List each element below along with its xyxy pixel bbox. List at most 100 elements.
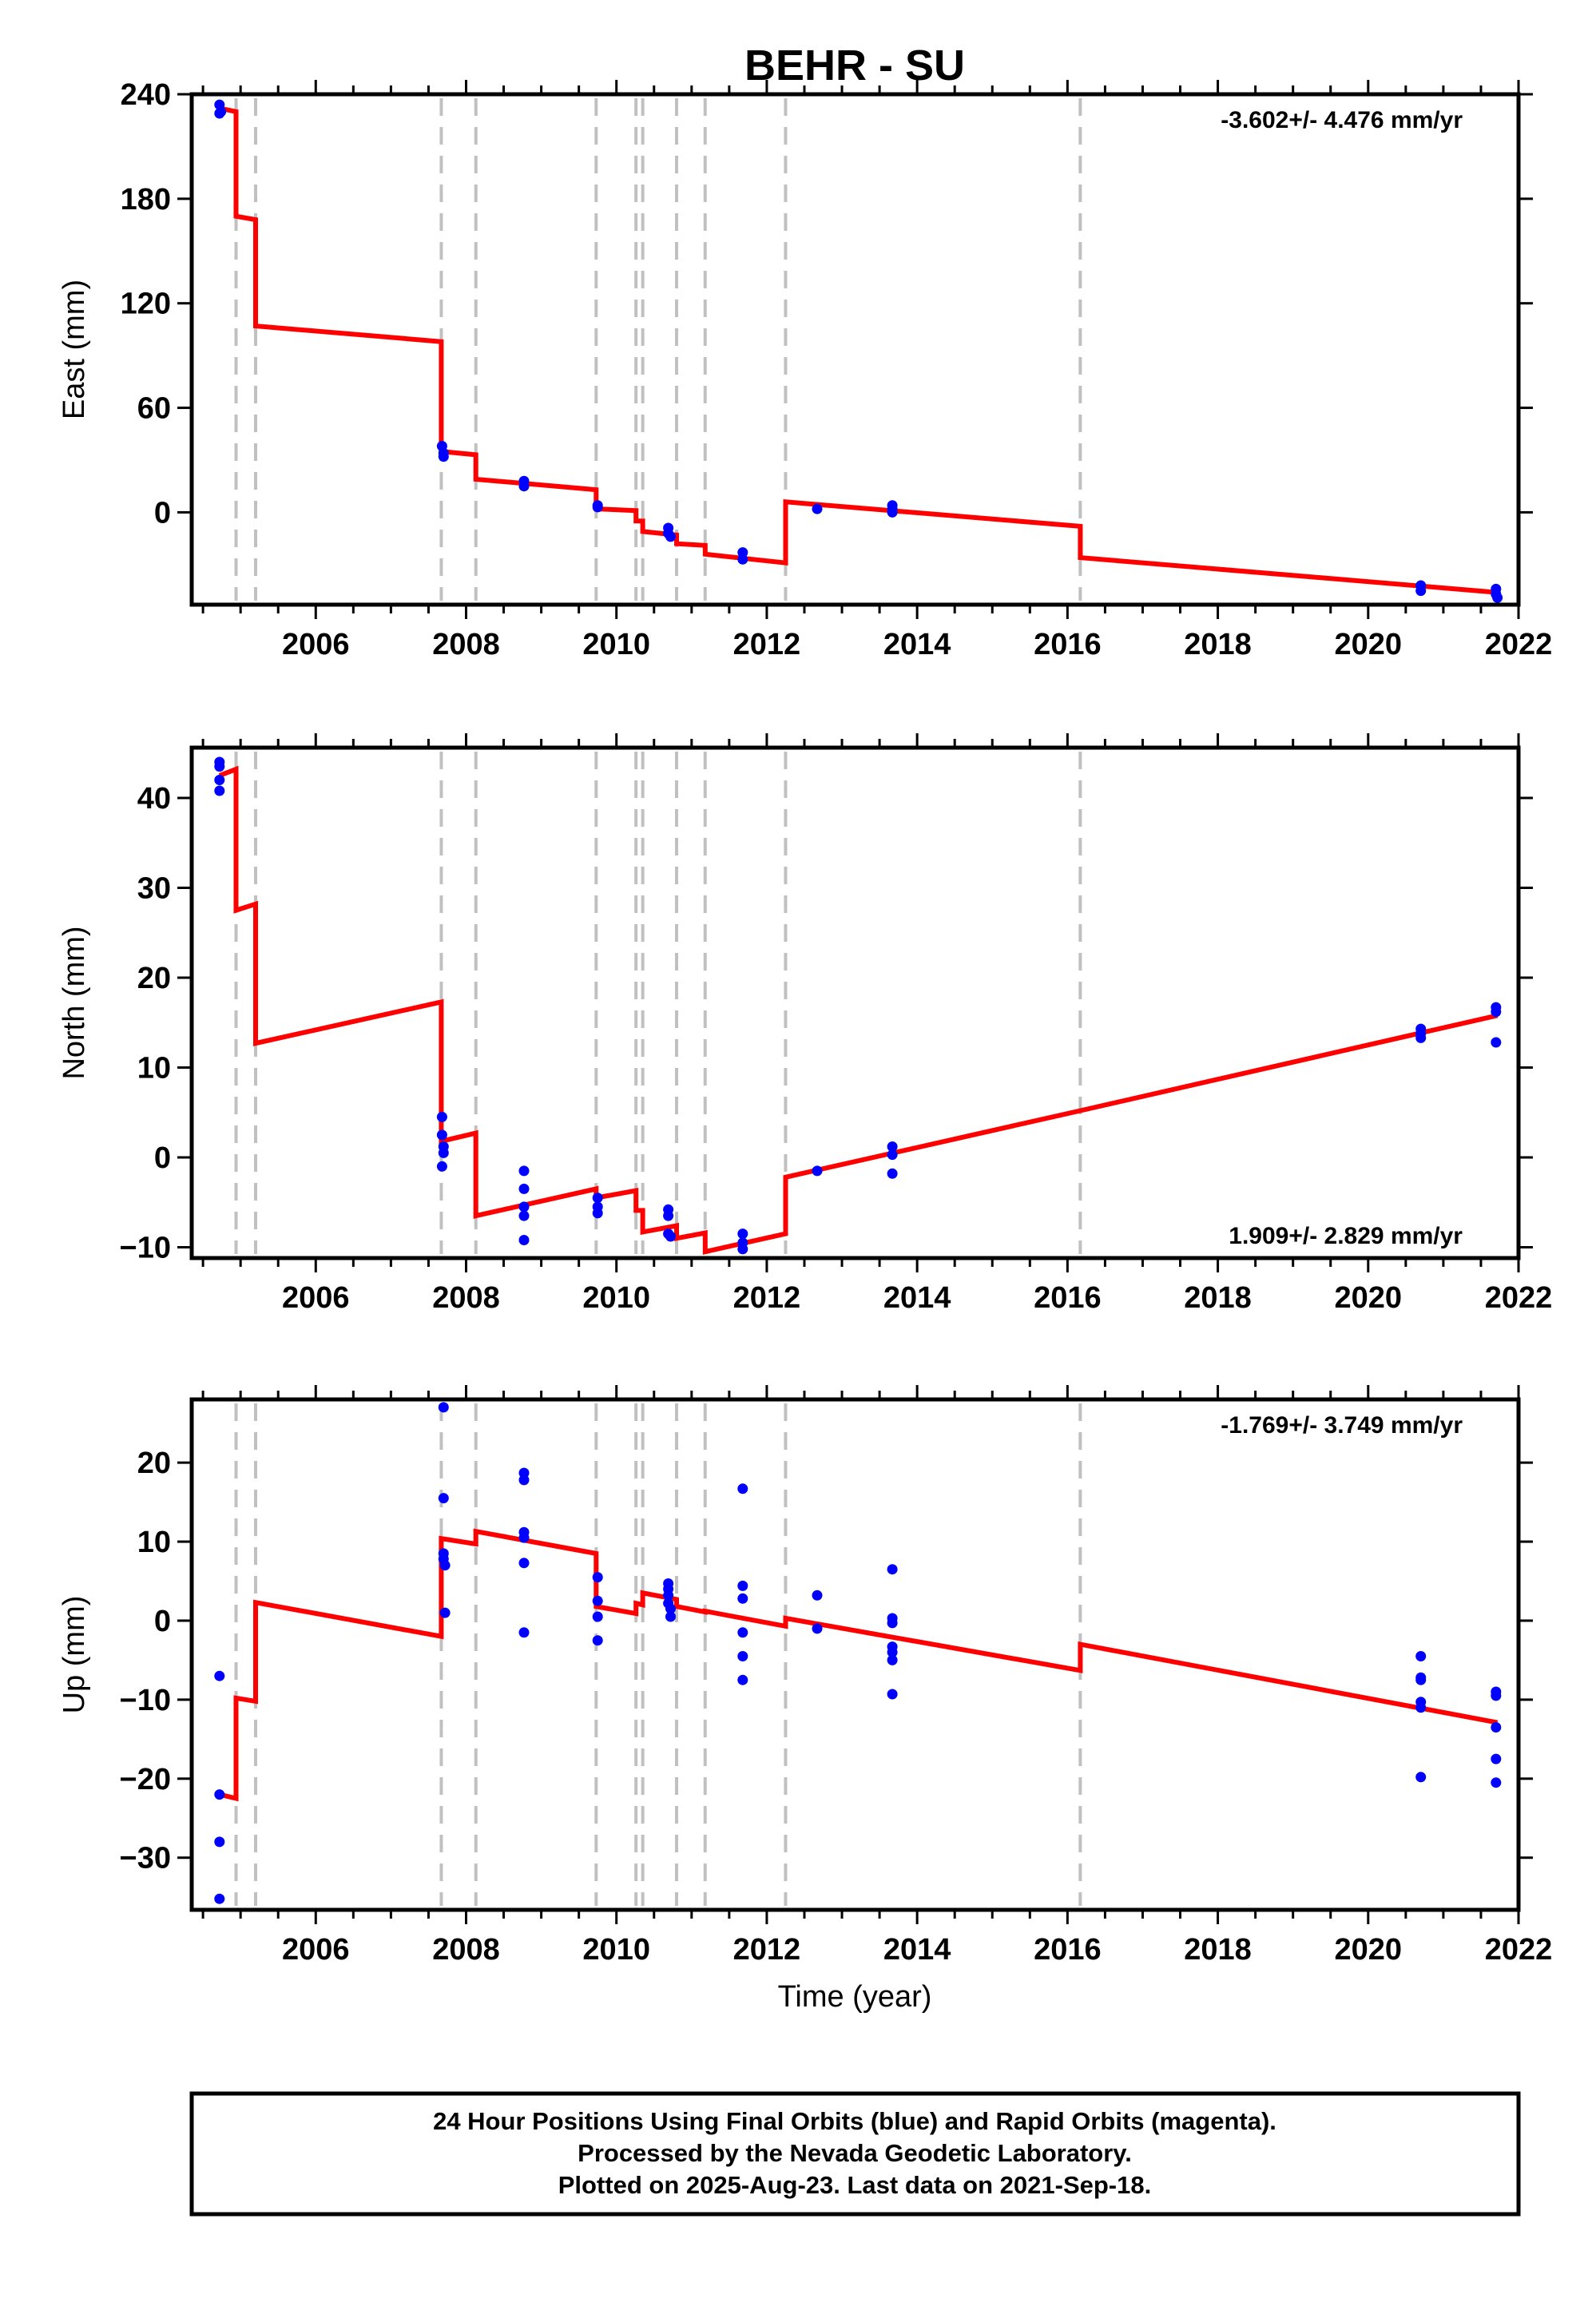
up-data-point xyxy=(518,1627,530,1638)
north-data-point xyxy=(436,1161,447,1172)
up-data-point xyxy=(592,1611,603,1622)
up-plot-frame xyxy=(189,1397,1521,1912)
east-x-tick-label: 2018 xyxy=(1184,628,1252,661)
north-data-point xyxy=(518,1183,530,1194)
up-y-tick-label: −10 xyxy=(120,1684,171,1717)
up-data-point xyxy=(812,1623,823,1634)
east-x-tick-label: 2022 xyxy=(1485,628,1553,661)
north-model-line xyxy=(218,765,1499,1255)
up-data-point xyxy=(438,1493,449,1504)
up-data-point xyxy=(1491,1777,1502,1788)
up-data-point xyxy=(812,1590,823,1601)
up-data-point xyxy=(518,1532,530,1543)
footer-box xyxy=(189,2091,1521,2217)
footer-line-2: Processed by the Nevada Geodetic Laborat… xyxy=(578,2139,1132,2167)
up-data-point xyxy=(887,1647,898,1657)
east-data-point xyxy=(438,451,449,462)
north-data-point xyxy=(436,1129,447,1141)
up-data-point xyxy=(592,1572,603,1583)
up-x-tick-label: 2022 xyxy=(1485,1933,1553,1967)
east-x-tick-label: 2008 xyxy=(432,628,500,661)
north-data-point xyxy=(887,1149,898,1161)
up-y-tick-label: −20 xyxy=(120,1763,171,1796)
up-data-point xyxy=(737,1593,748,1604)
up-x-tick-label: 2016 xyxy=(1034,1933,1102,1967)
up-data-point xyxy=(518,1558,530,1569)
up-data-point xyxy=(1415,1702,1427,1713)
north-data-point xyxy=(214,785,225,796)
up-data-point xyxy=(592,1635,603,1646)
north-data-point xyxy=(1491,1037,1502,1048)
up-data-point xyxy=(1415,1651,1427,1661)
north-y-tick-label: −10 xyxy=(120,1232,171,1265)
up-data-point xyxy=(663,1590,674,1601)
north-plot-frame xyxy=(189,745,1521,1260)
up-data-point xyxy=(737,1483,748,1494)
up-y-tick-label: 20 xyxy=(137,1447,171,1480)
north-data-point xyxy=(518,1165,530,1177)
east-data-point xyxy=(216,106,227,117)
east-y-tick-label: 120 xyxy=(121,288,171,321)
up-y-tick-label: 10 xyxy=(137,1526,171,1559)
north-x-tick-label: 2006 xyxy=(282,1281,350,1315)
up-data-point xyxy=(214,1893,225,1904)
north-x-tick-label: 2014 xyxy=(883,1281,951,1315)
north-data-point xyxy=(1491,1006,1502,1018)
up-data-point xyxy=(887,1654,898,1665)
north-data-point xyxy=(887,1141,898,1152)
east-y-tick-label: 60 xyxy=(137,392,171,426)
up-data-point xyxy=(1415,1772,1427,1783)
north-data-point xyxy=(518,1235,530,1245)
up-data-point xyxy=(439,1607,451,1618)
up-x-tick-label: 2010 xyxy=(582,1933,650,1967)
up-data-point xyxy=(214,1836,225,1848)
up-x-tick-label: 2012 xyxy=(733,1933,801,1967)
east-y-axis-label: East (mm) xyxy=(58,280,91,419)
up-data-point xyxy=(887,1564,898,1575)
north-data-point xyxy=(436,1111,447,1122)
up-panel: 2006 2008 2010 2012 2014 2016 2018 2020 2022−30−… xyxy=(58,1385,1552,1967)
chart-title: BEHR - SU xyxy=(744,42,965,89)
east-x-tick-label: 2006 xyxy=(282,628,350,661)
east-model-line xyxy=(219,105,1498,595)
up-data-point xyxy=(887,1689,898,1700)
up-data-point xyxy=(1491,1753,1502,1764)
east-panel: 2006 2008 2010 2012 2014 2016 2018 2020 2022 0 60 1… xyxy=(58,78,1552,661)
footer-line-3: Plotted on 2025-Aug-23. Last data on 202… xyxy=(558,2171,1151,2199)
north-panel: 2006 2008 2010 2012 2014 2016 2018 2020 2022−100… xyxy=(58,733,1552,1315)
north-y-tick-label: 20 xyxy=(137,962,171,995)
north-data-point xyxy=(592,1193,603,1204)
up-data-point xyxy=(1415,1674,1427,1685)
up-data-point xyxy=(887,1617,898,1629)
up-data-point xyxy=(518,1467,530,1479)
east-x-tick-label: 2020 xyxy=(1335,628,1403,661)
up-data-point xyxy=(438,1402,449,1413)
up-data-point xyxy=(737,1627,748,1638)
north-x-tick-label: 2022 xyxy=(1485,1281,1553,1315)
north-data-point xyxy=(812,1165,823,1177)
north-y-axis-label: North (mm) xyxy=(58,926,91,1079)
up-x-tick-label: 2020 xyxy=(1335,1933,1403,1967)
north-x-tick-label: 2010 xyxy=(582,1281,650,1315)
north-y-tick-label: 40 xyxy=(137,782,171,816)
north-y-tick-label: 10 xyxy=(137,1052,171,1086)
north-rate-annotation: 1.909+/- 2.829 mm/yr xyxy=(1229,1223,1463,1249)
up-data-point xyxy=(214,1789,225,1800)
east-data-point xyxy=(1415,585,1427,597)
up-x-tick-label: 2014 xyxy=(883,1933,951,1967)
north-x-tick-label: 2008 xyxy=(432,1281,500,1315)
east-x-tick-label: 2012 xyxy=(733,628,801,661)
north-x-tick-label: 2016 xyxy=(1034,1281,1102,1315)
east-x-tick-label: 2016 xyxy=(1034,628,1102,661)
up-data-point xyxy=(1491,1690,1502,1701)
east-data-point xyxy=(887,506,898,518)
north-data-point xyxy=(518,1210,530,1221)
north-data-point xyxy=(665,1231,676,1242)
north-data-point xyxy=(663,1210,674,1221)
up-data-point xyxy=(665,1611,676,1622)
north-y-tick-label: 0 xyxy=(154,1141,171,1175)
footer-line-1: 24 Hour Positions Using Final Orbits (bl… xyxy=(433,2107,1276,2135)
up-y-tick-label: 0 xyxy=(154,1605,171,1638)
up-data-point xyxy=(737,1580,748,1591)
up-data-point xyxy=(518,1475,530,1486)
